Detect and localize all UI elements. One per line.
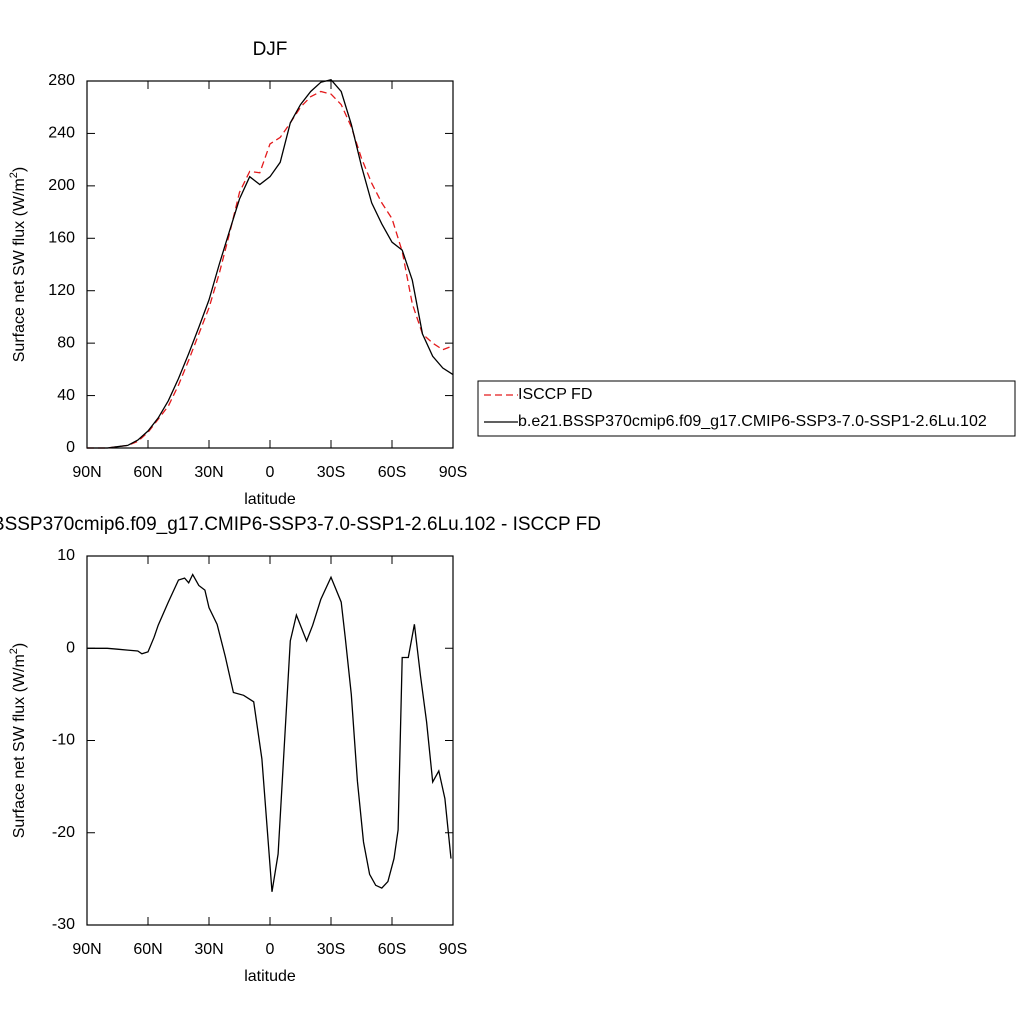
y-axis-label-part: Surface net SW flux (W/m: [11, 654, 28, 838]
x-tick-label: 30N: [194, 941, 223, 958]
y-tick-label: 200: [48, 177, 75, 194]
x-tick-label: 30S: [317, 941, 345, 958]
y-axis-label: Surface net SW flux (W/m2): [8, 167, 28, 363]
y-axis-label-part: ): [11, 167, 28, 172]
legend-label: ISCCP FD: [518, 386, 592, 403]
x-tick-label: 60N: [133, 464, 162, 481]
y-axis-label-part: Surface net SW flux (W/m: [11, 178, 28, 362]
y-tick-label: -30: [52, 916, 75, 933]
data-line: [87, 90, 454, 449]
y-tick-label: 120: [48, 282, 75, 299]
data-line: [87, 573, 452, 892]
y-tick-label: -20: [52, 824, 75, 841]
x-tick-label: 30N: [194, 464, 223, 481]
plot-frame: [86, 555, 454, 926]
y-tick-label: 0: [66, 439, 75, 456]
x-tick-label: 30S: [317, 464, 345, 481]
x-tick-label: 90N: [72, 464, 101, 481]
chart-title: DJF: [253, 39, 288, 60]
x-tick-label: 0: [266, 464, 275, 481]
x-tick-label: 60S: [378, 941, 406, 958]
x-axis-label: latitude: [244, 491, 296, 508]
y-tick-label: 10: [57, 547, 75, 564]
x-tick-label: 60N: [133, 941, 162, 958]
x-tick-label: 60S: [378, 464, 406, 481]
y-tick-label: 0: [66, 639, 75, 656]
x-tick-label: 90S: [439, 464, 467, 481]
y-axis-label-part: ): [11, 643, 28, 648]
y-tick-label: 40: [57, 387, 75, 404]
x-tick-label: 90S: [439, 941, 467, 958]
chart-title: b.e21.BSSP370cmip6.f09_g17.CMIP6-SSP3-7.…: [0, 514, 601, 535]
legend-label: b.e21.BSSP370cmip6.f09_g17.CMIP6-SSP3-7.…: [518, 413, 987, 430]
y-tick-label: 80: [57, 334, 75, 351]
legend-box: [477, 380, 1016, 437]
data-line: [87, 78, 454, 449]
y-axis-label: Surface net SW flux (W/m2): [8, 643, 28, 839]
y-tick-label: -10: [52, 732, 75, 749]
x-tick-label: 0: [266, 941, 275, 958]
y-axis-label-part: 2: [8, 172, 20, 178]
y-axis-label-part: 2: [8, 648, 20, 654]
y-tick-label: 160: [48, 230, 75, 247]
plot-frame: [86, 80, 454, 449]
y-tick-label: 280: [48, 72, 75, 89]
x-axis-label: latitude: [244, 968, 296, 985]
y-tick-label: 240: [48, 125, 75, 142]
x-tick-label: 90N: [72, 941, 101, 958]
